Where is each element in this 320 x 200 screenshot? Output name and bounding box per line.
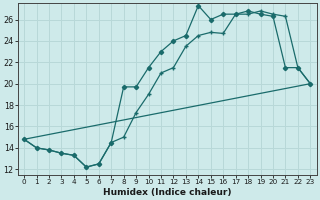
X-axis label: Humidex (Indice chaleur): Humidex (Indice chaleur) bbox=[103, 188, 231, 197]
